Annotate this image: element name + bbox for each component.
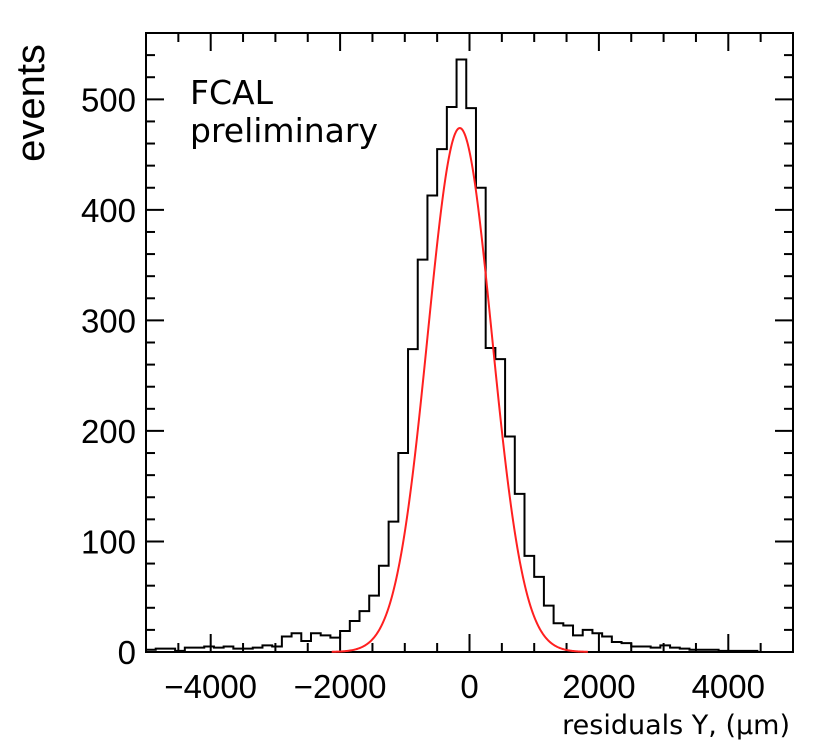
y-axis-label: events <box>9 44 53 162</box>
y-tick-label: 300 <box>81 302 136 339</box>
y-axis-label-group: events <box>9 44 53 162</box>
x-tick-label: −2000 <box>294 668 387 705</box>
y-tick-label: 400 <box>81 192 136 229</box>
y-tick-label: 500 <box>81 81 136 118</box>
x-tick-label: 0 <box>460 668 478 705</box>
annotation-text: FCAL <box>190 73 274 112</box>
x-tick-label: 4000 <box>692 668 765 705</box>
y-tick-label: 0 <box>118 634 136 671</box>
histogram-line <box>146 58 787 653</box>
x-axis-label-group: residuals Y, (μm) <box>562 710 790 741</box>
x-tick-label: −4000 <box>164 668 257 705</box>
x-tick-label: 2000 <box>562 668 635 705</box>
x-ticks: −4000 −2000 0 2000 4000 <box>145 33 794 705</box>
x-axis-label: residuals Y, (μm) <box>562 710 790 741</box>
gaussian-fit-line <box>331 127 588 653</box>
y-tick-label: 200 <box>81 413 136 450</box>
y-tick-label: 100 <box>81 523 136 560</box>
annotation-text: preliminary <box>190 111 378 150</box>
y-ticks: 0 100 200 300 400 500 <box>81 54 793 671</box>
series-group <box>146 58 787 653</box>
